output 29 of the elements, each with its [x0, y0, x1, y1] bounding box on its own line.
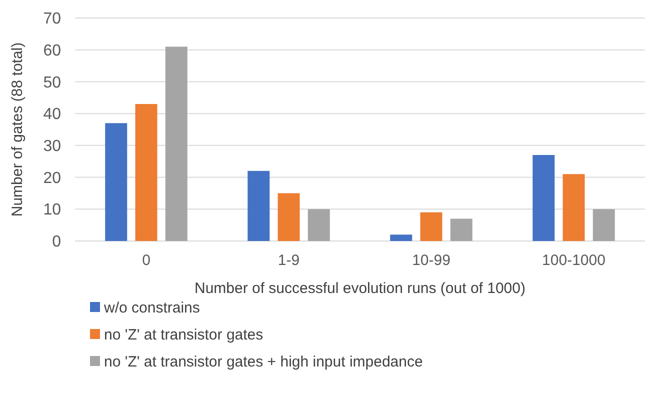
- bar: [165, 46, 188, 241]
- y-axis-title: Number of gates (88 total): [9, 42, 26, 217]
- legend-label: no 'Z' at transistor gates: [104, 326, 264, 344]
- bar: [562, 174, 585, 241]
- bar: [278, 193, 300, 241]
- y-tick-label: 0: [52, 234, 62, 251]
- y-tick-label: 70: [43, 10, 62, 28]
- y-tick-label: 60: [43, 42, 62, 60]
- x-tick-label: 100-1000: [542, 252, 606, 269]
- bar: [308, 209, 330, 241]
- y-tick-label: 50: [43, 74, 62, 92]
- y-tick-label: 10: [43, 202, 62, 219]
- bar: [450, 218, 472, 241]
- x-axis-title: Number of successful evolution runs (out of 1000): [194, 280, 526, 297]
- x-tick-label: 1-9: [278, 252, 300, 269]
- bar: [105, 123, 128, 241]
- y-tick-label: 40: [43, 106, 62, 124]
- y-tick-label: 30: [43, 138, 62, 156]
- legend-label: no 'Z' at transistor gates + high input impedance: [104, 353, 423, 370]
- legend-label: w/o constrains: [103, 299, 200, 316]
- bar: [532, 154, 555, 241]
- bar: [592, 209, 615, 241]
- bar: [135, 104, 158, 241]
- x-tick-label: 10-99: [412, 252, 450, 269]
- bar: [248, 170, 270, 241]
- bar: [420, 212, 442, 241]
- bar: [390, 234, 412, 241]
- y-tick-label: 20: [43, 170, 62, 187]
- x-tick-label: 0: [142, 252, 150, 269]
